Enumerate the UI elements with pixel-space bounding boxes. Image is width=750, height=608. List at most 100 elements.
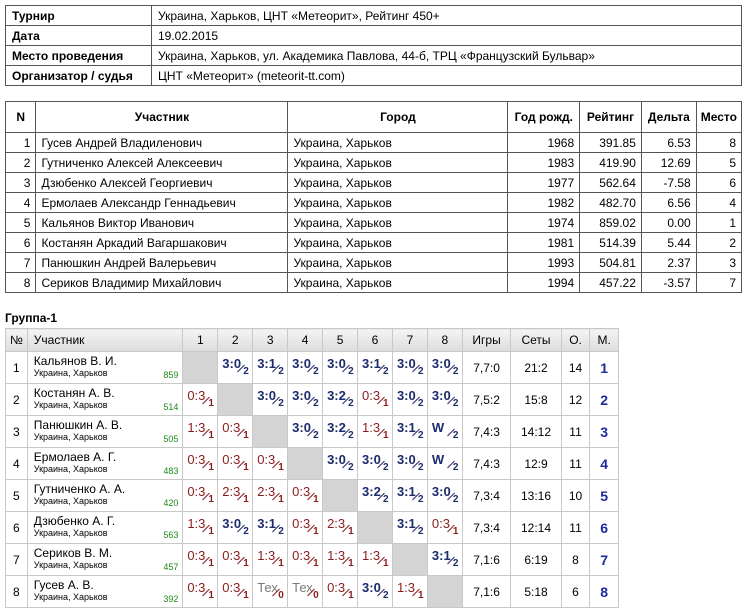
group-cell-points: 11 (560, 511, 591, 544)
match-score: 3:0 2 (429, 353, 461, 379)
cell-delta: 5.44 (640, 232, 697, 253)
group-row: 4 Ермолаев А. Г. Украина, Харьков 483 0:3 1 0:… (5, 447, 619, 480)
match-points: 2 (278, 526, 284, 537)
group-cell-player: Костанян А. В. Украина, Харьков 514 (26, 383, 184, 416)
match-score: 0:3 1 (359, 385, 391, 411)
match-score: 3:0 2 (429, 481, 461, 507)
group-cell-player: Кальянов В. И. Украина, Харьков 859 (26, 351, 184, 384)
cell-city: Украина, Харьков (287, 132, 509, 153)
group-cell-player: Сериков В. М. Украина, Харьков 457 (26, 543, 184, 576)
match-points: 1 (208, 558, 214, 569)
group-cell-n: 2 (5, 383, 28, 416)
score-value: 3:1 (257, 356, 276, 371)
group-header-row: № Участник 1 2 3 4 5 6 7 8 Игры Сеты О. … (5, 328, 619, 352)
score-value: 0:3 (187, 388, 206, 403)
score-value: 3:0 (362, 580, 381, 595)
score-value: W (431, 452, 445, 467)
cell-birth-year: 1983 (507, 152, 581, 173)
match-points: 2 (383, 590, 389, 601)
cell-birth-year: 1993 (507, 252, 581, 273)
score-value: 3:0 (292, 388, 311, 403)
match-score: 1:3 1 (359, 545, 391, 571)
match-score: 3:1 2 (394, 417, 426, 443)
cell-city: Украина, Харьков (287, 192, 509, 213)
group-cell-sets: 15:8 (510, 383, 562, 416)
cell-n: 6 (4, 232, 37, 253)
match-score-cell: 1:3 1 (357, 543, 393, 576)
match-score-cell: 3:1 2 (357, 351, 393, 384)
participant-row: 6 Костанян Аркадий Вагаршакович Украина, Х… (4, 232, 743, 253)
player-name: Ермолаев А. Г. (33, 450, 117, 464)
score-value: 0:3 (327, 580, 346, 595)
match-score-cell: Тех 0 (287, 575, 324, 608)
group-cell-n: 6 (5, 511, 28, 544)
match-points: 2 (348, 462, 354, 473)
score-value: 3:0 (292, 420, 311, 435)
col-header-rating: Рейтинг (579, 101, 642, 133)
match-score-cell: 3:0 2 (287, 415, 324, 448)
cell-delta: 6.53 (640, 132, 697, 153)
score-value: Тех (292, 580, 313, 595)
group-cell-place: 6 (589, 511, 619, 544)
match-score: 1:3 1 (184, 513, 216, 539)
match-score: 3:0 2 (394, 353, 426, 379)
player-city: Украина, Харьков (33, 528, 108, 538)
match-score-cell: 3:0 2 (217, 351, 254, 384)
match-points: 2 (243, 366, 249, 377)
cell-place: 7 (695, 272, 743, 293)
match-score-cell: 0:3 1 (357, 383, 393, 416)
cell-n: 1 (4, 132, 37, 153)
match-points: 2 (452, 494, 459, 505)
score-value: 0:3 (362, 388, 381, 403)
match-score-cell: 0:3 1 (182, 575, 219, 608)
player-rating: 483 (163, 466, 179, 476)
match-score: 0:3 1 (254, 449, 286, 475)
match-points: 1 (243, 462, 249, 473)
group-row: 2 Костанян А. В. Украина, Харьков 514 0:3 1 3:… (5, 383, 619, 416)
score-value: 3:0 (257, 388, 276, 403)
match-points: 1 (452, 526, 459, 537)
cell-rating: 391.85 (579, 132, 642, 153)
cell-city: Украина, Харьков (287, 172, 509, 193)
info-label: Дата (5, 25, 152, 46)
diagonal-cell (287, 447, 324, 480)
cell-birth-year: 1974 (507, 212, 581, 233)
player-rating: 505 (163, 434, 179, 444)
match-score: 3:0 2 (429, 385, 461, 411)
match-points: 1 (383, 558, 389, 569)
match-points: 2 (348, 398, 354, 409)
match-score-cell: 0:3 1 (287, 543, 324, 576)
match-score-cell: Тех 0 (252, 575, 289, 608)
match-points: 1 (208, 494, 214, 505)
diagonal-cell (426, 575, 463, 608)
match-points: 2 (313, 398, 319, 409)
match-score-cell: 1:3 1 (357, 415, 393, 448)
cell-place: 2 (695, 232, 743, 253)
info-value: Украина, Харьков, ул. Академика Павлова,… (151, 45, 742, 66)
participants-table: N Участник Город Год рожд. Рейтинг Дельт… (4, 101, 743, 293)
match-points: 2 (243, 526, 249, 537)
info-label: Турнир (5, 5, 152, 26)
group-title: Группа-1 (5, 311, 58, 325)
match-score: 1:3 1 (394, 577, 426, 603)
match-points: 1 (313, 494, 319, 505)
match-score-cell: 3:1 2 (252, 351, 289, 384)
group-cell-place: 2 (589, 383, 619, 416)
score-value: 1:3 (396, 580, 416, 595)
match-points: 1 (383, 430, 389, 441)
participants-header-row: N Участник Город Год рожд. Рейтинг Дельт… (4, 101, 743, 133)
participant-row: 5 Кальянов Виктор Иванович Украина, Харько… (4, 212, 743, 233)
group-cell-games: 7,7:0 (461, 351, 512, 384)
match-score-cell: 0:3 1 (182, 447, 219, 480)
match-score: 3:1 2 (394, 513, 426, 539)
match-score: 2:3 1 (254, 481, 286, 507)
diagonal-cell (357, 511, 393, 544)
group-cell-points: 10 (560, 479, 591, 512)
group-cell-place: 1 (589, 351, 619, 384)
group-col-header: Игры (461, 328, 512, 352)
score-value: 1:3 (187, 420, 206, 435)
match-score: 0:3 1 (184, 385, 216, 411)
match-points: 2 (417, 494, 424, 505)
group-cell-points: 8 (560, 543, 591, 576)
